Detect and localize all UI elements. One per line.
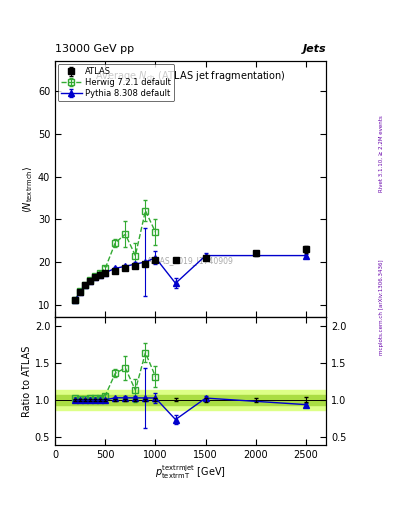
Text: mcplots.cern.ch [arXiv:1306.3436]: mcplots.cern.ch [arXiv:1306.3436] — [379, 260, 384, 355]
Text: Rivet 3.1.10, ≥ 2.2M events: Rivet 3.1.10, ≥ 2.2M events — [379, 115, 384, 192]
Y-axis label: $\langle N_{\rm textrm{ch}}\rangle$: $\langle N_{\rm textrm{ch}}\rangle$ — [21, 166, 35, 213]
X-axis label: $p_{\rm textrm{T}}^{\rm textrm{jet}}$ [GeV]: $p_{\rm textrm{T}}^{\rm textrm{jet}}$ [G… — [155, 463, 226, 481]
Text: Jets: Jets — [303, 44, 326, 54]
Bar — [55, 395, 326, 405]
Text: ATLAS_2019_I1740909: ATLAS_2019_I1740909 — [147, 257, 234, 266]
Text: Average $N_{\rm ch}$ (ATLAS jet fragmentation): Average $N_{\rm ch}$ (ATLAS jet fragment… — [95, 69, 286, 83]
Y-axis label: Ratio to ATLAS: Ratio to ATLAS — [22, 346, 32, 417]
Legend: ATLAS, Herwig 7.2.1 default, Pythia 8.308 default: ATLAS, Herwig 7.2.1 default, Pythia 8.30… — [57, 64, 174, 101]
Bar — [55, 390, 326, 410]
Text: 13000 GeV pp: 13000 GeV pp — [55, 44, 134, 54]
